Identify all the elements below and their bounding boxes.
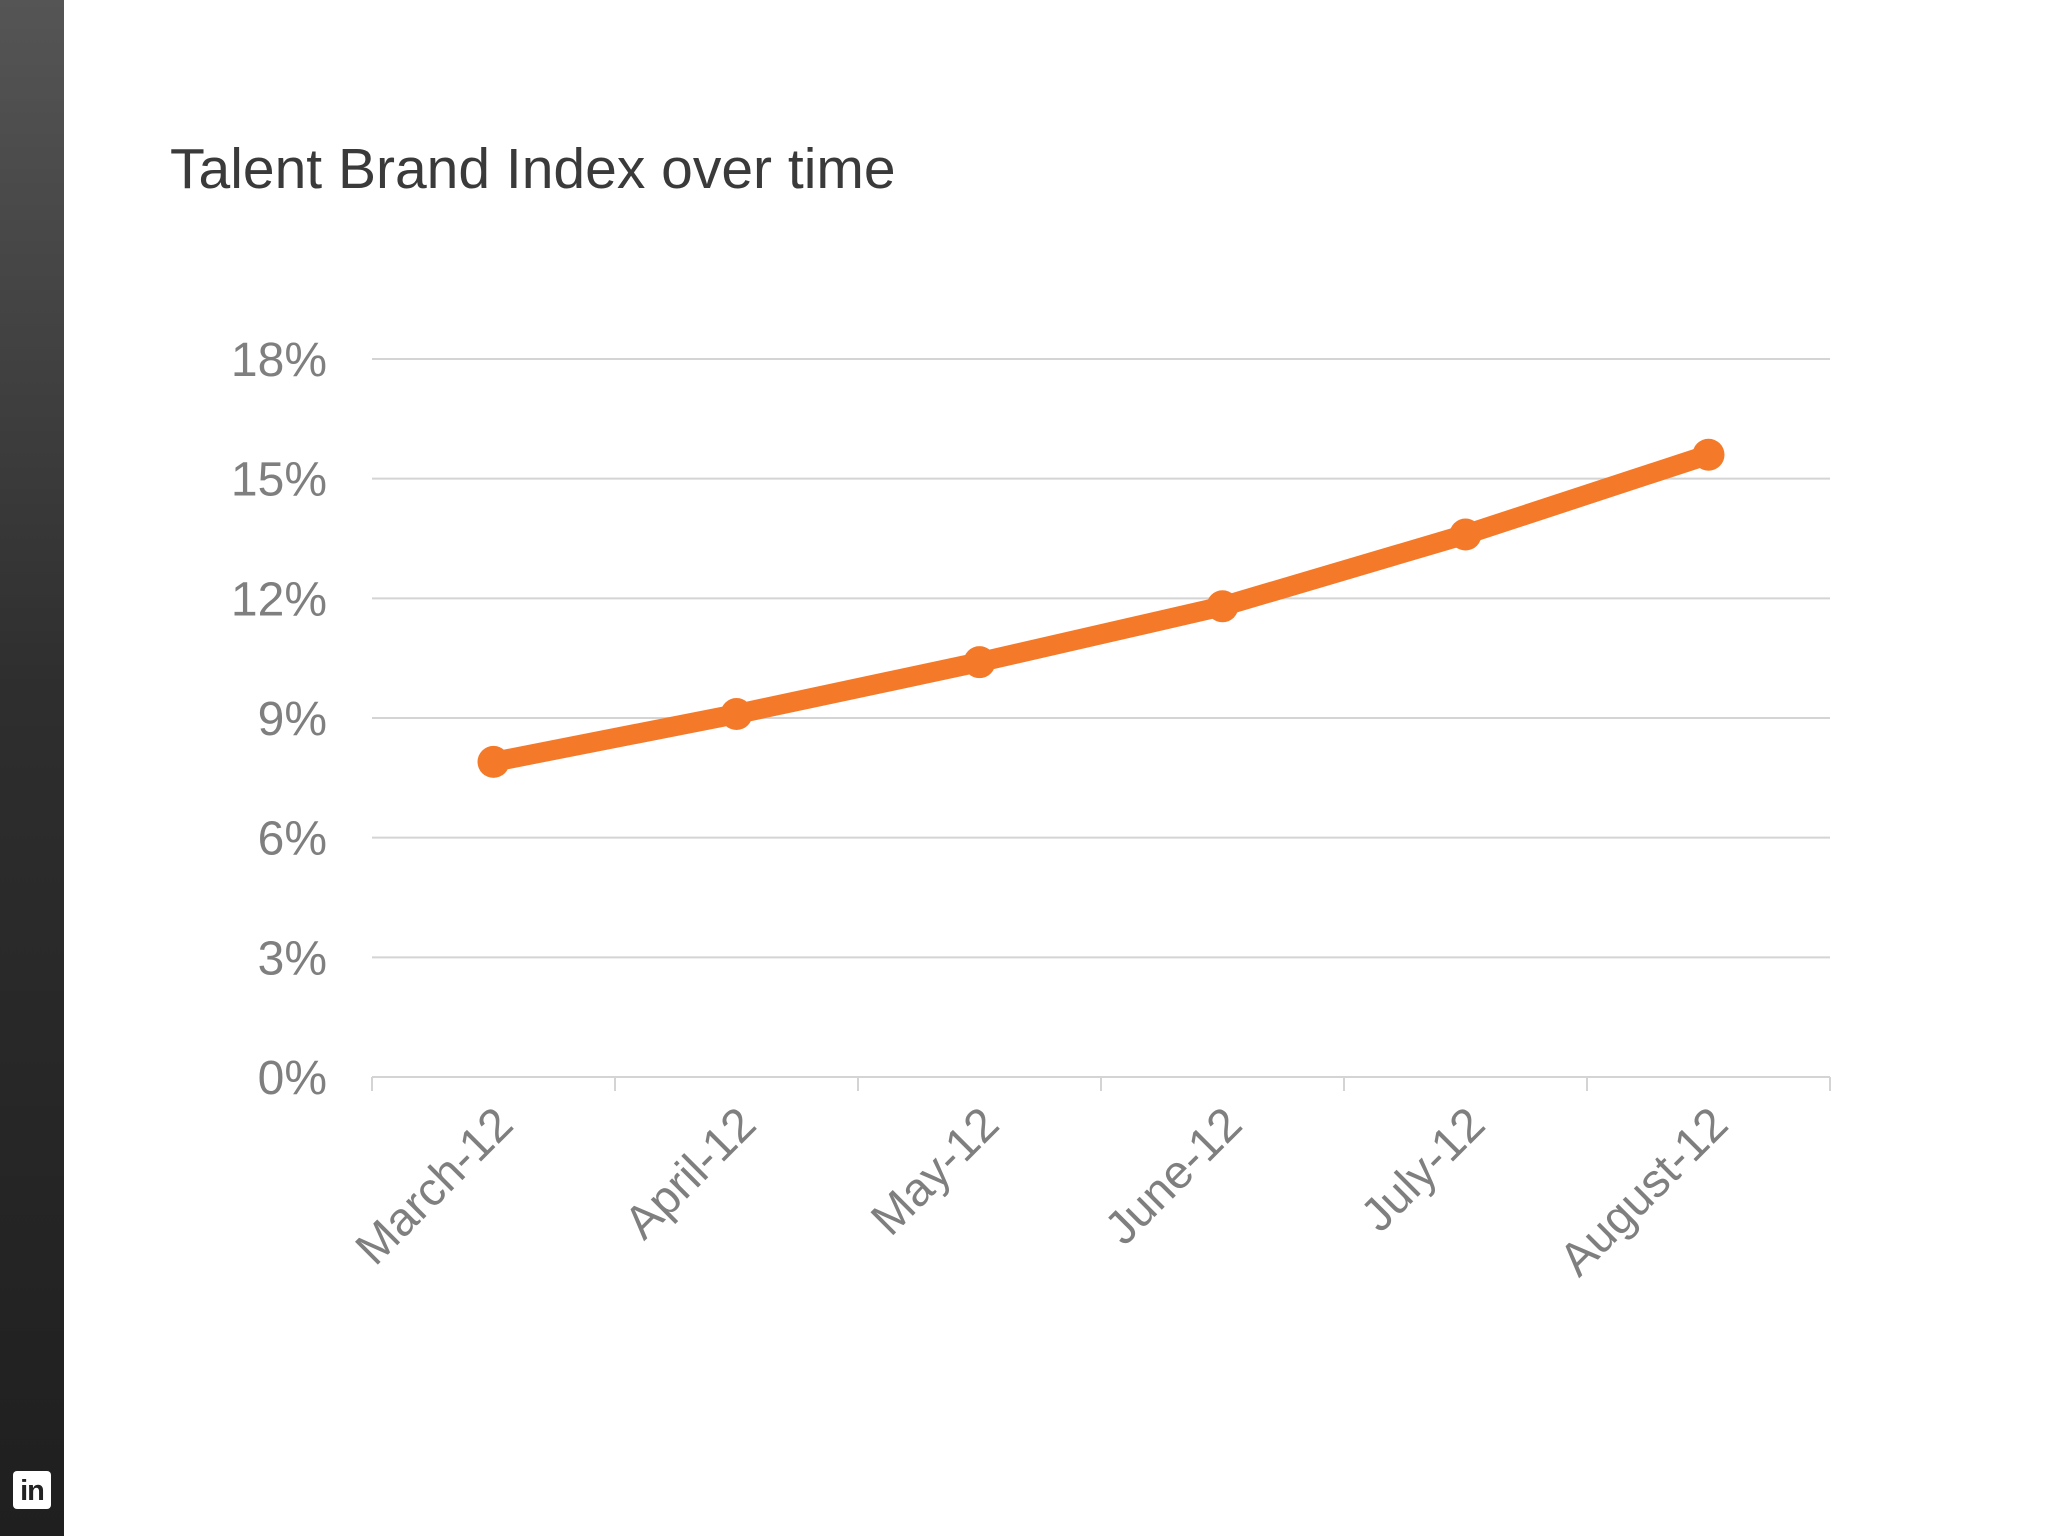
- y-tick-label: 9%: [258, 693, 327, 746]
- linkedin-icon: in: [13, 1471, 51, 1509]
- linkedin-logo-text: in: [20, 1475, 45, 1507]
- chart-title: Talent Brand Index over time: [170, 137, 896, 201]
- data-point: [477, 745, 510, 778]
- x-axis: [371, 1076, 1831, 1091]
- data-point: [1449, 518, 1482, 551]
- x-tick-label: July-12: [1350, 1097, 1495, 1242]
- side-bar: [0, 0, 64, 1536]
- y-tick-labels: 0% 3% 6% 9% 12% 15% 18%: [231, 334, 327, 1105]
- series-line: [483, 444, 1719, 772]
- y-tick-label: 15%: [231, 454, 327, 507]
- y-tick-label: 18%: [231, 334, 327, 387]
- x-tick-label: August-12: [1549, 1097, 1738, 1286]
- x-tick-label: June-12: [1094, 1097, 1252, 1255]
- y-tick-label: 12%: [231, 573, 327, 626]
- y-tick-label: 3%: [258, 932, 327, 985]
- data-point: [1692, 438, 1725, 471]
- y-tick-label: 0%: [258, 1052, 327, 1105]
- x-tick-label: April-12: [614, 1097, 766, 1249]
- data-point: [963, 646, 996, 679]
- series-layer: [477, 438, 1725, 778]
- x-tick-label: March-12: [345, 1097, 523, 1275]
- y-tick-label: 6%: [258, 813, 327, 866]
- data-point: [1206, 590, 1239, 623]
- grid-lines: [372, 358, 1830, 959]
- x-tick-label: May-12: [860, 1097, 1008, 1245]
- x-tick-labels: March-12 April-12 May-12 June-12 July-12 Augu…: [345, 1097, 1738, 1286]
- data-point: [720, 698, 753, 731]
